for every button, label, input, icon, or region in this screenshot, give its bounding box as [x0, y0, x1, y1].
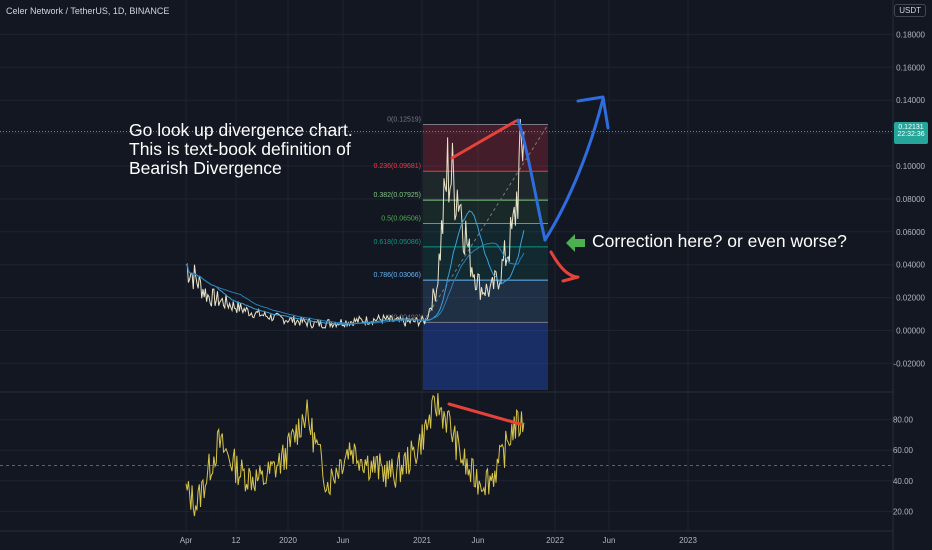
- last-price-value: 0.12131: [898, 124, 924, 131]
- y-tick-label: -0.02000: [893, 359, 925, 368]
- divergence-price-line: [450, 119, 518, 160]
- x-tick-label: 2020: [279, 536, 297, 545]
- fibonacci-retracement: 0(0.12519) 0.236(0.09681) 0.382(0.07925) 0.…: [374, 117, 549, 390]
- x-tick-label: 2022: [546, 536, 564, 545]
- projection-arrowhead: [576, 95, 610, 130]
- rsi-line: [185, 393, 525, 517]
- moving-average-slow: [185, 242, 525, 325]
- fib-level-label: 0.382(0.07925): [374, 192, 421, 199]
- fib-zone: [423, 280, 548, 323]
- rsi-tick-label: 60.00: [893, 446, 914, 455]
- fib-level-label: 1(0.00492): [387, 314, 421, 321]
- price-series: [0, 119, 893, 329]
- y-tick-label: 0.14000: [896, 96, 925, 105]
- annotation-left: Go look up divergence chart. This is tex…: [129, 121, 399, 178]
- last-price-tag: 0.12131 22:32:36: [894, 122, 928, 144]
- projection-up: [543, 97, 605, 242]
- rsi-tick-label: 20.00: [893, 507, 914, 516]
- price-line: [185, 119, 525, 329]
- fib-extension-zone: [423, 322, 548, 390]
- fib-zone: [423, 223, 548, 247]
- x-tick-label: Jun: [472, 536, 485, 545]
- fib-level-label: 0.786(0.03066): [374, 272, 421, 279]
- rsi-tick-label: 80.00: [893, 416, 914, 425]
- divergence-rsi-line: [447, 402, 522, 426]
- annotation-left-line-2: This is text-book definition of: [129, 139, 351, 159]
- fib-level-label: 0.5(0.06506): [381, 215, 421, 222]
- x-tick-label: Jun: [337, 536, 350, 545]
- rsi-tick-label: 40.00: [893, 477, 914, 486]
- annotation-left-line-3: Bearish Divergence: [129, 158, 282, 178]
- y-tick-label: 0.06000: [896, 228, 925, 237]
- x-tick-label: Jun: [603, 536, 616, 545]
- x-tick-label: 2023: [679, 536, 697, 545]
- currency-button[interactable]: USDT: [894, 4, 926, 17]
- green-arrow-icon: [566, 234, 585, 252]
- fib-zone: [423, 200, 548, 224]
- y-tick-label: 0.02000: [896, 294, 925, 303]
- drawings: [447, 95, 610, 426]
- annotation-right: Correction here? or even worse?: [592, 231, 847, 251]
- fib-level-label: 0.618(0.05086): [374, 239, 421, 246]
- projection-down: [516, 118, 547, 242]
- fib-zone: [423, 124, 548, 172]
- y-tick-label: 0.16000: [896, 63, 925, 72]
- annotation-left-line-1: Go look up divergence chart.: [129, 120, 353, 140]
- correction-arrowhead: [561, 275, 580, 283]
- y-tick-label: 0.00000: [896, 327, 925, 336]
- fib-level-label: 0(0.12519): [387, 117, 421, 124]
- fib-level-label: 0.236(0.09681): [374, 163, 421, 170]
- rsi-series: [185, 393, 525, 517]
- symbol-title: Celer Network / TetherUS, 1D, BINANCE: [6, 6, 170, 16]
- fib-zone: [423, 171, 548, 201]
- countdown-value: 22:32:36: [897, 131, 925, 138]
- y-tick-label: 0.08000: [896, 195, 925, 204]
- grid-lines: [0, 0, 893, 531]
- y-tick-label: 0.10000: [896, 162, 925, 171]
- x-tick-label: 12: [232, 536, 241, 545]
- x-tick-label: Apr: [180, 536, 193, 545]
- y-tick-label: 0.18000: [896, 30, 925, 39]
- fib-zone: [423, 246, 548, 281]
- y-tick-label: 0.04000: [896, 261, 925, 270]
- x-tick-label: 2021: [413, 536, 431, 545]
